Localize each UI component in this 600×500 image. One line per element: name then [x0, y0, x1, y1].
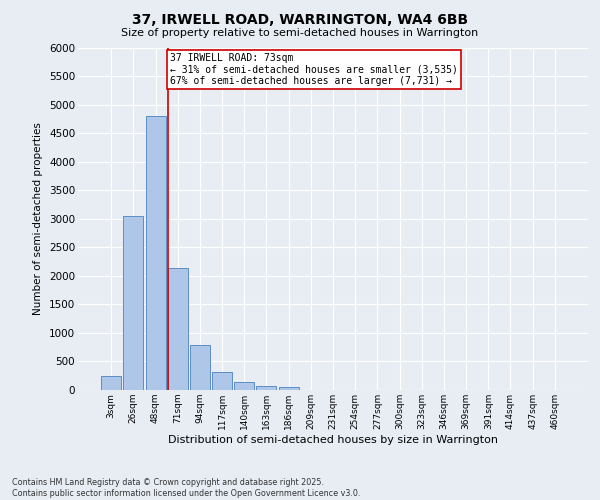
- Bar: [101, 376, 121, 390]
- Text: Size of property relative to semi-detached houses in Warrington: Size of property relative to semi-detach…: [121, 28, 479, 38]
- Bar: [212, 372, 232, 390]
- X-axis label: Distribution of semi-detached houses by size in Warrington: Distribution of semi-detached houses by …: [168, 434, 498, 444]
- Bar: [124, 216, 143, 390]
- Bar: [146, 116, 166, 390]
- Text: Contains HM Land Registry data © Crown copyright and database right 2025.
Contai: Contains HM Land Registry data © Crown c…: [12, 478, 361, 498]
- Bar: [234, 382, 254, 390]
- Y-axis label: Number of semi-detached properties: Number of semi-detached properties: [34, 122, 43, 315]
- Text: 37, IRWELL ROAD, WARRINGTON, WA4 6BB: 37, IRWELL ROAD, WARRINGTON, WA4 6BB: [132, 12, 468, 26]
- Bar: [168, 268, 188, 390]
- Bar: [278, 387, 299, 390]
- Bar: [256, 386, 277, 390]
- Bar: [190, 346, 210, 390]
- Text: 37 IRWELL ROAD: 73sqm
← 31% of semi-detached houses are smaller (3,535)
67% of s: 37 IRWELL ROAD: 73sqm ← 31% of semi-deta…: [170, 53, 458, 86]
